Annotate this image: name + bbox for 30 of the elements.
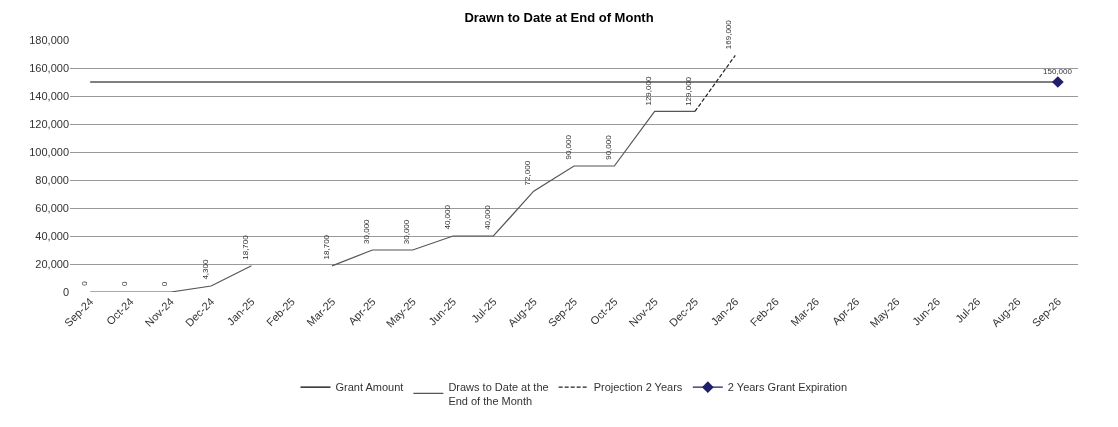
y-tick-label: 80,000 xyxy=(35,173,69,186)
data-label: 150,000 xyxy=(1043,67,1073,76)
data-label: 18,700 xyxy=(321,234,331,260)
y-tick-label: 40,000 xyxy=(35,229,69,242)
data-label: 30,000 xyxy=(402,219,412,245)
data-label: 72,000 xyxy=(522,160,532,186)
y-tick-label: 0 xyxy=(62,285,69,298)
data-label: 30,000 xyxy=(361,218,371,244)
legend-label: Draws to Date at the End of the Month xyxy=(448,380,549,407)
y-tick-label: 60,000 xyxy=(35,201,69,214)
legend-label: 2 Years Grant Expiration xyxy=(727,381,848,394)
data-label: 4,300 xyxy=(200,259,210,280)
data-label: 40,000 xyxy=(442,204,452,230)
y-tick-label: 140,000 xyxy=(29,89,69,102)
chart-title: Drawn to Date at End of Month xyxy=(464,9,654,25)
y-tick-label: 180,000 xyxy=(29,33,69,46)
data-label: 0 xyxy=(119,280,129,286)
data-label: 18,700 xyxy=(241,234,251,260)
y-tick-label: 120,000 xyxy=(29,117,69,130)
data-label: 90,000 xyxy=(563,134,573,160)
data-label: 90,000 xyxy=(603,134,613,160)
y-tick-label: 20,000 xyxy=(35,257,69,270)
y-tick-label: 160,000 xyxy=(29,61,69,74)
data-label: 0 xyxy=(160,281,170,287)
y-tick-label: 100,000 xyxy=(29,145,69,158)
data-label: 169,000 xyxy=(724,19,734,50)
legend-label: Grant Amount xyxy=(335,381,404,394)
data-label: 40,000 xyxy=(482,204,492,230)
legend-label: Projection 2 Years xyxy=(593,381,683,394)
data-label: 0 xyxy=(79,280,89,286)
